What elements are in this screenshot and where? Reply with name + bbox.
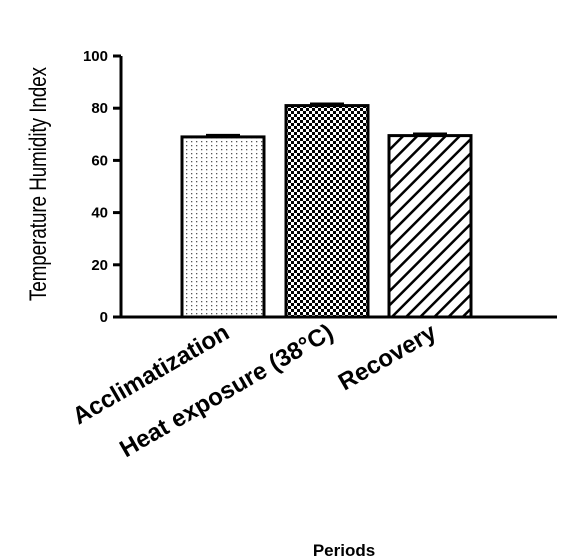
x-axis-title: Periods: [313, 541, 375, 560]
y-tick-label-3: 60: [91, 152, 108, 169]
y-tick-label-0: 0: [100, 309, 108, 326]
error-bars-layer: [206, 102, 447, 137]
y-tick-label-5: 100: [83, 48, 108, 65]
bars-layer: [180, 104, 473, 319]
y-tick-label-1: 20: [91, 257, 108, 274]
x-category-label-2: Recovery: [334, 318, 442, 396]
y-tick-label-2: 40: [91, 205, 108, 222]
bar-2: [387, 134, 473, 319]
y-ticks: 0 20 40 60 80 100: [83, 48, 121, 326]
bar-1: [284, 104, 370, 319]
y-tick-label-4: 80: [91, 100, 108, 117]
bar-0: [180, 135, 266, 319]
y-axis-title: Temperature Humidity Index: [25, 67, 52, 301]
